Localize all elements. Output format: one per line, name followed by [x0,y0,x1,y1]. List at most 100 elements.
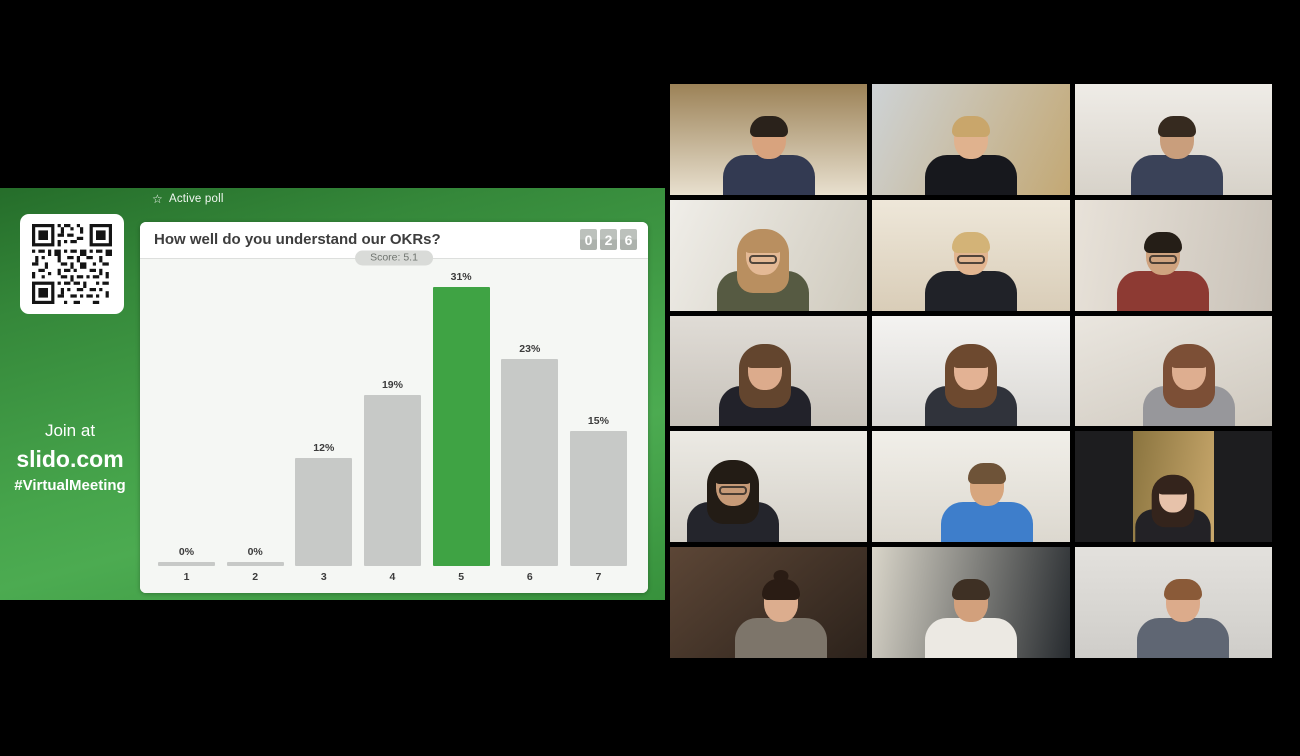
bar-value-label: 15% [587,415,609,427]
video-feed [872,84,1070,195]
participant-torso [924,270,1017,311]
participant-torso [1137,618,1230,658]
participant-hair [1170,347,1209,369]
join-instructions: Join at slido.com #VirtualMeeting [0,418,140,498]
star-icon: ☆ [152,192,163,206]
video-tile[interactable] [670,199,868,311]
participant-hair [951,115,990,137]
video-tile[interactable] [872,547,1070,658]
bar [569,431,627,566]
video-tile[interactable] [1074,431,1272,543]
glasses [748,254,777,264]
video-tile[interactable] [1074,84,1272,195]
bar [432,287,490,566]
bar-category-label: 6 [526,571,533,583]
participant-hair [967,463,1006,485]
glasses [956,254,985,264]
bar-group: 23% 6 [501,343,559,587]
participant [726,566,836,658]
participant-hair [714,463,753,485]
slido-url: slido.com [16,446,124,472]
video-feed [670,431,868,543]
participant-hair [951,347,990,369]
video-tile[interactable] [670,315,868,427]
participant [714,103,824,195]
participant-torso [1117,270,1210,311]
bar-value-label: 12% [313,442,335,454]
video-feed [872,431,1070,543]
participant-torso [722,154,815,195]
participant-hair [951,579,990,600]
video-feed [670,547,868,658]
video-tile[interactable] [872,431,1070,543]
video-tile[interactable] [670,547,868,658]
poll-question: How well do you understand our OKRs? [154,231,441,248]
score-badge: Score: 5.1 [355,250,433,266]
bar-category-label: 3 [320,571,327,583]
video-tile[interactable] [1074,547,1272,658]
bar-category-label: 4 [389,571,396,583]
bar-group: 0% 2 [226,546,284,587]
video-tile[interactable] [1074,315,1272,427]
bar-group: 0% 1 [158,546,215,587]
video-tile[interactable] [1074,199,1272,311]
active-poll-label: Active poll [168,193,224,205]
participant-hair [745,347,784,369]
participant-hair [951,231,990,253]
video-feed [670,315,868,427]
video-grid [670,84,1272,658]
video-feed [872,547,1070,658]
chart-area: 0% 1 0% 2 12% 3 19% 4 31% 5 23% 6 15% 7 [140,258,648,593]
event-hashtag: #VirtualMeeting [14,477,126,494]
video-feed [1074,84,1272,195]
participant [916,334,1026,427]
participant-torso [734,618,827,658]
participant [1133,467,1214,543]
bar [501,359,559,566]
bar-group: 31% 5 [432,271,490,587]
bar [363,395,421,566]
participant [1134,334,1244,427]
video-tile[interactable] [872,84,1070,195]
participant [916,219,1026,311]
bar-group: 15% 7 [569,415,627,587]
bar-category-label: 5 [458,571,465,583]
participant-hair [749,115,788,137]
bar [226,562,284,566]
bar-category-label: 7 [595,571,602,583]
bar-group: 12% 3 [295,442,353,587]
video-feed [1074,199,1272,311]
video-feed [670,84,868,195]
video-tile[interactable] [670,431,868,543]
portrait-video [1132,431,1214,543]
qr-code [20,214,124,314]
participant [916,566,1026,658]
video-tile[interactable] [872,315,1070,427]
video-tile[interactable] [872,199,1070,311]
participant [1122,103,1232,195]
participant-hair-bun [773,570,788,582]
counter-digit: 2 [600,229,617,250]
bar [158,562,215,566]
participant [678,450,788,543]
bar-category-label: 1 [183,571,190,583]
counter-digit: 6 [620,229,637,250]
bar-category-label: 2 [252,571,259,583]
participant-torso [924,618,1017,658]
active-poll-header: ☆ Active poll [152,193,224,205]
participant-hair [1158,115,1197,137]
video-feed [1074,431,1272,543]
video-feed [872,315,1070,427]
participant-hair [1144,231,1183,253]
video-tile[interactable] [670,84,868,195]
participant-hair [761,579,800,600]
bar-chart: 0% 1 0% 2 12% 3 19% 4 31% 5 23% 6 15% 7 [158,257,627,587]
glasses [1149,254,1178,264]
participant [710,334,820,427]
participant [932,450,1042,543]
video-feed [872,199,1070,311]
participant-hair [743,231,782,253]
